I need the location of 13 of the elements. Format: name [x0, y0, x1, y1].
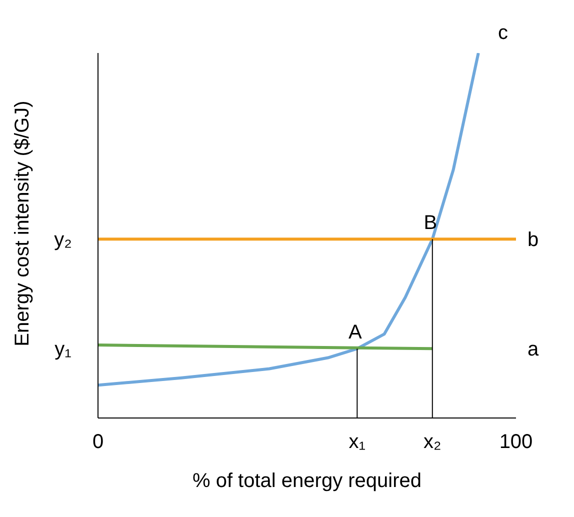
annotation: B: [424, 212, 438, 234]
annotation: A: [348, 322, 362, 344]
annotation: y₂: [54, 229, 72, 252]
x-tick-label: 0: [92, 431, 104, 454]
x-tick-label: x₂: [424, 431, 442, 454]
series-label: b: [527, 229, 539, 252]
x-axis-title: % of total energy required: [191, 470, 423, 493]
text: a: [527, 338, 540, 361]
series-label: c: [498, 22, 508, 44]
y-axis-title: Energy cost intensity ($/GJ): [12, 100, 34, 346]
annotation: y₁: [54, 338, 72, 361]
x-tick-label: x₁: [348, 431, 366, 454]
x-tick-label: 100: [499, 431, 533, 454]
